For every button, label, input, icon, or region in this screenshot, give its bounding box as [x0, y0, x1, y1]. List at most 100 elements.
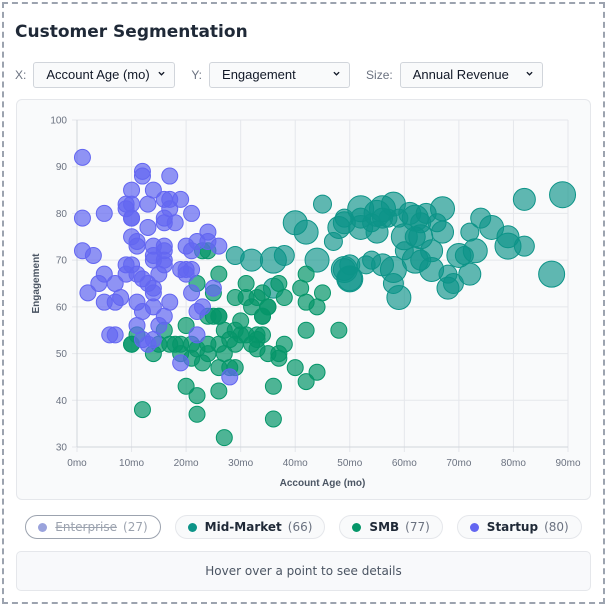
startup-point[interactable] [128, 237, 146, 255]
mid-market-point[interactable] [549, 181, 577, 209]
size-label: Size: [366, 68, 393, 82]
smb-point[interactable] [253, 307, 271, 325]
legend-chip-startup[interactable]: Startup (80) [456, 515, 582, 539]
smb-point[interactable] [264, 410, 282, 428]
mid-market-point[interactable] [313, 194, 332, 214]
y-axis-select[interactable]: Engagement [209, 62, 351, 88]
startup-point[interactable] [221, 368, 239, 386]
mid-market-point[interactable] [386, 285, 412, 311]
size-select[interactable]: Annual Revenue [399, 62, 543, 88]
legend: Enterprise (27) Mid-Market (66) SMB (77)… [0, 515, 607, 539]
startup-point[interactable] [172, 190, 190, 208]
axis-controls: X: Account Age (mo) Y: Engagement Size: … [15, 62, 559, 88]
mid-market-point[interactable] [363, 199, 391, 227]
smb-point[interactable] [166, 335, 184, 353]
startup-point[interactable] [84, 246, 102, 264]
page-title: Customer Segmentation [15, 22, 248, 42]
smb-point[interactable] [188, 405, 206, 423]
startup-point[interactable] [117, 256, 135, 274]
legend-name: SMB [369, 520, 400, 534]
y-axis-select-value: Engagement [222, 67, 296, 82]
mid-market-point[interactable] [513, 235, 535, 257]
smb-point[interactable] [243, 335, 261, 353]
startup-point[interactable] [73, 148, 91, 166]
chevron-down-icon [333, 71, 340, 76]
startup-point[interactable] [112, 289, 130, 307]
startup-point[interactable] [204, 279, 222, 297]
smb-point[interactable] [308, 363, 326, 381]
mid-market-point[interactable] [327, 215, 351, 239]
startup-point[interactable] [172, 354, 190, 372]
smb-point[interactable] [308, 298, 326, 316]
startup-point[interactable] [106, 326, 124, 344]
y-tick-label: 30 [56, 443, 68, 454]
mid-market-point[interactable] [240, 248, 264, 272]
smb-point[interactable] [210, 382, 228, 400]
mid-market-point[interactable] [442, 273, 464, 294]
smb-point[interactable] [275, 335, 293, 353]
mid-market-point[interactable] [415, 202, 437, 224]
mid-market-point[interactable] [446, 242, 472, 268]
smb-point[interactable] [264, 377, 282, 395]
startup-point[interactable] [133, 167, 151, 185]
mid-market-point[interactable] [356, 255, 376, 275]
smb-point[interactable] [215, 429, 233, 447]
startup-point[interactable] [166, 214, 184, 232]
legend-chip-mid-market[interactable]: Mid-Market (66) [174, 515, 326, 539]
smb-point[interactable] [286, 359, 304, 377]
smb-point[interactable] [330, 321, 348, 339]
x-axis-select[interactable]: Account Age (mo) [33, 62, 176, 88]
mid-market-point[interactable] [273, 244, 295, 266]
smb-point[interactable] [221, 331, 239, 349]
startup-point[interactable] [139, 335, 157, 353]
legend-count: (66) [287, 520, 313, 534]
x-tick-label: 0mo [67, 458, 87, 469]
smb-point[interactable] [297, 321, 315, 339]
legend-chip-smb[interactable]: SMB (77) [339, 515, 443, 539]
startup-point[interactable] [177, 265, 195, 283]
startup-point[interactable] [188, 232, 206, 250]
startup-point[interactable] [73, 209, 91, 227]
smb-point[interactable] [177, 317, 195, 335]
mid-market-point[interactable] [337, 266, 363, 292]
startup-point[interactable] [193, 298, 211, 316]
mid-market-point[interactable] [458, 262, 482, 286]
y-tick-label: 80 [56, 209, 68, 220]
smb-point[interactable] [133, 401, 151, 419]
details-panel: Hover over a point to see details [16, 551, 591, 591]
startup-point[interactable] [183, 284, 201, 302]
smb-point[interactable] [193, 354, 211, 372]
startup-point[interactable] [139, 218, 157, 236]
startup-point[interactable] [188, 326, 206, 344]
smb-point[interactable] [210, 307, 228, 325]
mid-market-point[interactable] [538, 260, 566, 288]
chart-container: 0mo 10mo 20mo 30mo 40mo 50mo 60mo 70mo 80mo 90mo 3… [16, 99, 591, 500]
legend-chip-enterprise[interactable]: Enterprise (27) [25, 515, 161, 539]
size-select-value: Annual Revenue [412, 67, 509, 82]
mid-market-point[interactable] [512, 187, 536, 211]
y-tick-label: 90 [56, 162, 68, 173]
smb-point[interactable] [188, 387, 206, 405]
x-tick-label: 90mo [555, 458, 580, 469]
mid-market-point[interactable] [389, 208, 409, 228]
startup-point[interactable] [161, 167, 179, 185]
smb-point[interactable] [232, 312, 250, 330]
x-tick-label: 30mo [228, 458, 253, 469]
mid-market-point[interactable] [282, 210, 308, 236]
smb-point[interactable] [177, 377, 195, 395]
smb-point[interactable] [275, 289, 293, 307]
startup-point[interactable] [210, 237, 228, 255]
smb-point[interactable] [297, 373, 315, 391]
startup-point[interactable] [123, 209, 141, 227]
startup-point[interactable] [95, 204, 113, 222]
y-tick-label: 50 [56, 349, 68, 360]
startup-point[interactable] [155, 251, 173, 269]
startup-point[interactable] [139, 195, 157, 213]
startup-point[interactable] [183, 204, 201, 222]
axes: 0mo 10mo 20mo 30mo 40mo 50mo 60mo 70mo 80mo 90mo 3… [50, 116, 581, 470]
y-axis-title: Engagement [31, 253, 42, 314]
startup-point[interactable] [79, 284, 97, 302]
y-axis-label: Y: [191, 68, 203, 82]
x-axis-label: X: [15, 68, 27, 82]
mid-market-point[interactable] [304, 247, 330, 273]
